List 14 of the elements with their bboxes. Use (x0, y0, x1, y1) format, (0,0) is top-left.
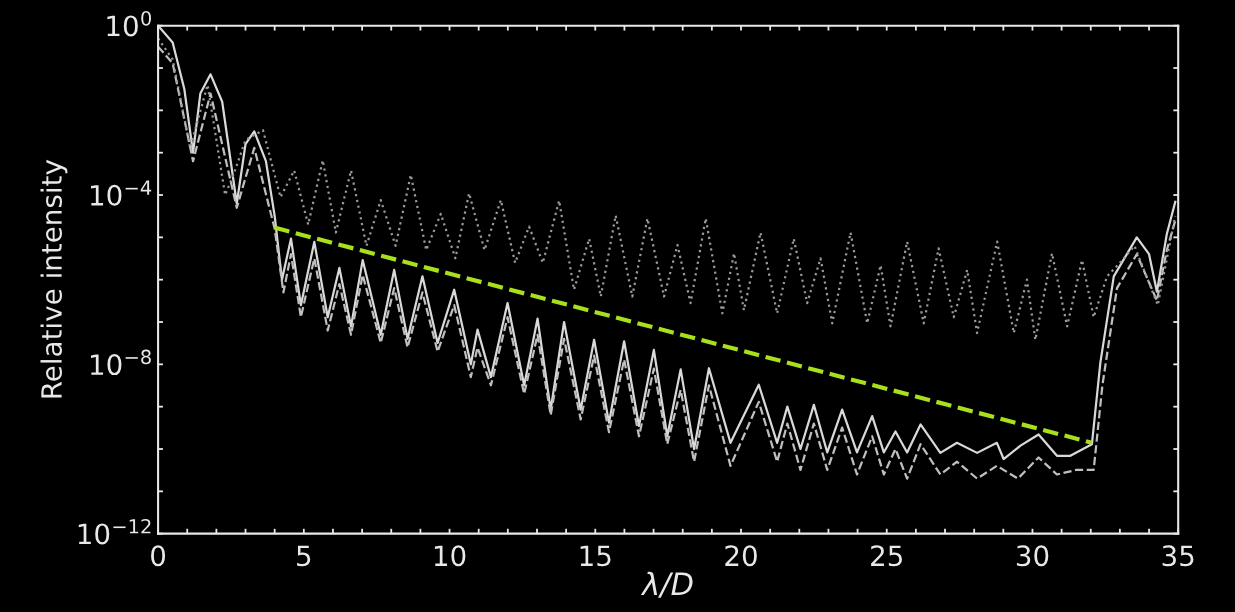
y-tick-label: 10$^{−4}$ (90, 180, 152, 206)
y-tick-label: 10$^{−8}$ (90, 349, 151, 376)
x-tick-label: 30 (1016, 545, 1049, 567)
x-tick-label: 10 (434, 545, 466, 567)
x-tick-label: 35 (1162, 545, 1194, 567)
y-axis-title: Relative intensity (40, 159, 68, 398)
x-tick-label: 15 (580, 545, 611, 567)
y-tick-label: 10$^{−12}$ (78, 518, 151, 545)
x-axis-title: λ/D (640, 571, 693, 598)
x-tick-label: 5 (297, 545, 311, 567)
x-tick-label: 20 (725, 545, 757, 567)
x-tick-label: 25 (871, 545, 902, 567)
y-tick-label: 10$^{0}$ (107, 10, 152, 37)
x-tick-label: 0 (151, 545, 166, 567)
